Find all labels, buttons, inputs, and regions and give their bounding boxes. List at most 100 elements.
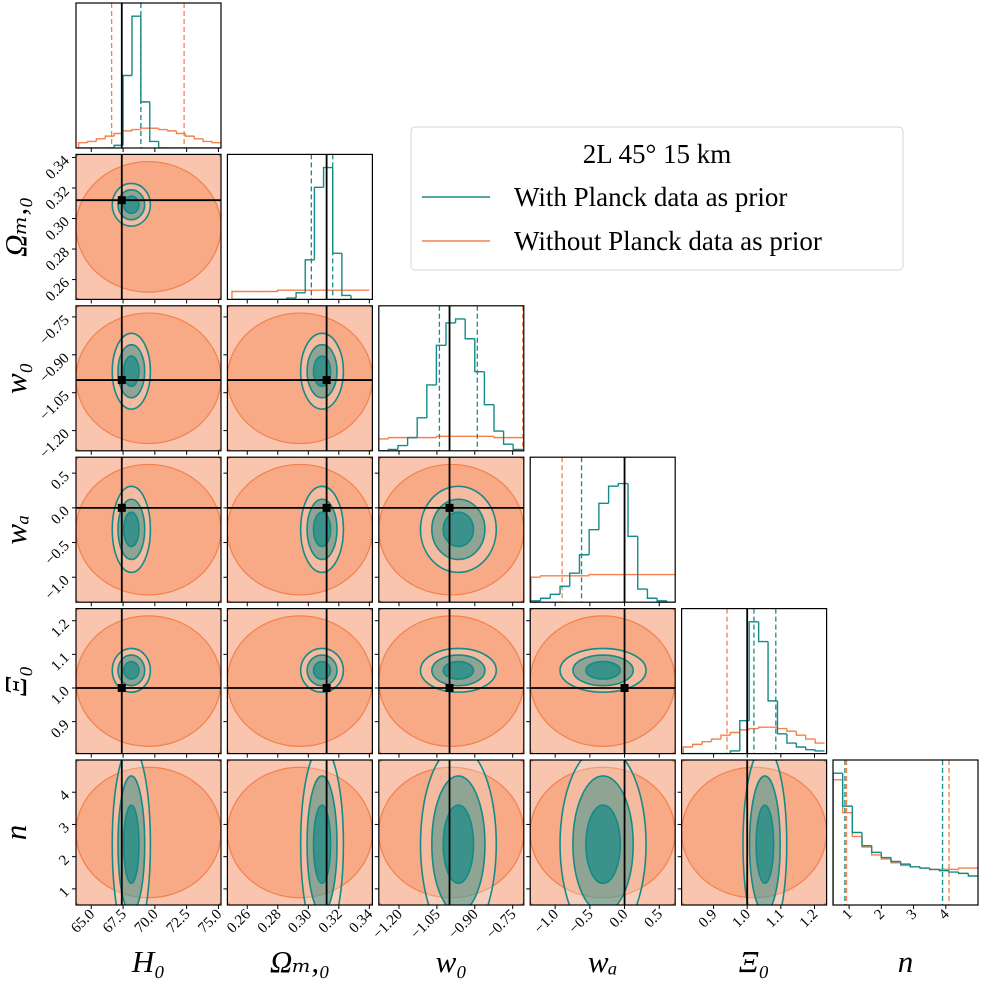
panel [529, 456, 676, 607]
histogram-step [795, 743, 806, 748]
truth-marker [117, 376, 126, 385]
y-tick-label: −0.75 [37, 312, 73, 348]
panel [374, 607, 525, 758]
x-tick-label: 4 [936, 906, 953, 923]
panel [526, 607, 676, 758]
histogram-step [851, 806, 862, 834]
histogram-step [149, 101, 159, 143]
x-tick-label: 1 [839, 907, 856, 924]
panel-content [76, 154, 221, 300]
panel-content [76, 305, 221, 451]
panel-content [378, 305, 524, 451]
histogram-step [426, 384, 437, 418]
histogram-step [805, 747, 816, 751]
posterior-contour [530, 608, 676, 754]
x-axis-label: n [898, 944, 914, 979]
histogram-step [140, 16, 150, 103]
panel-content [227, 457, 373, 603]
x-tick-label: −1.05 [408, 907, 444, 943]
posterior-contour [122, 355, 140, 388]
histogram-step [870, 847, 882, 856]
panel: 0.9 1.0 1.1 1.2 [48, 607, 222, 758]
histogram-step [870, 845, 882, 853]
panel: −1.0 −0.5 0.0 0.5 [42, 456, 222, 607]
histogram-step [211, 141, 221, 144]
histogram-step [569, 572, 580, 587]
x-tick-label: 0.32 [316, 907, 346, 937]
histogram-step [739, 719, 750, 751]
truth-marker [322, 376, 331, 385]
y-tick-label: 0.28 [43, 245, 73, 275]
histogram-step [104, 135, 115, 139]
panel-frame [75, 2, 222, 149]
panel-frame [529, 759, 676, 906]
histogram-step [607, 485, 619, 504]
histogram-step [767, 641, 778, 702]
panel: 0.260.280.300.320.34 [43, 153, 222, 305]
panel-content [682, 608, 825, 754]
histogram-step [646, 589, 658, 599]
panel: −1.20−1.05−0.90−0.75 [370, 759, 525, 943]
histogram-step [435, 344, 446, 385]
histogram-step [493, 436, 504, 439]
y-tick-label: 4 [56, 787, 73, 804]
legend-label: Without Planck data as prior [514, 226, 822, 256]
posterior-contour [530, 608, 676, 754]
histogram-step [113, 144, 124, 148]
y-tick-label: 0.0 [48, 503, 73, 528]
panel-frame [832, 759, 979, 906]
histogram-step [193, 136, 204, 140]
panel-frame [378, 759, 525, 906]
posterior-contour [681, 766, 827, 899]
x-tick-label: 70.0 [132, 907, 162, 937]
histogram-step [445, 322, 456, 346]
x-tick-label: 72.5 [164, 907, 194, 937]
truth-marker [445, 503, 454, 512]
x-tick-label: 0.26 [224, 906, 254, 936]
panel [226, 153, 373, 304]
y-tick-label: 3 [56, 820, 73, 837]
histogram-step [502, 431, 514, 445]
histogram-step [131, 128, 141, 131]
x-tick-label: −1.0 [531, 907, 562, 938]
histogram-step [350, 295, 361, 300]
posterior-contour [227, 615, 373, 747]
posterior-contour [76, 161, 221, 293]
y-tick-label: 1.2 [48, 616, 73, 641]
x-tick-label: 65.0 [68, 907, 98, 937]
histogram-step [720, 734, 731, 740]
posterior-contour [585, 804, 622, 885]
histogram-step [841, 779, 853, 814]
histogram-step [682, 746, 693, 754]
posterior-contour [681, 760, 827, 905]
posterior-contour [681, 760, 827, 905]
histogram-step [701, 741, 712, 745]
x-tick-label: 0.0 [607, 907, 632, 932]
histogram-step [113, 132, 124, 137]
panel-content [227, 608, 373, 754]
histogram-step [909, 864, 920, 868]
y-tick-label: 1 [56, 884, 73, 901]
truth-marker [117, 196, 126, 205]
histogram-step [166, 129, 177, 132]
x-tick-label: 1.2 [797, 907, 822, 932]
truth-marker [117, 683, 126, 692]
truth-marker [322, 683, 331, 692]
panel-content [378, 760, 524, 905]
panel-frame [75, 759, 222, 906]
x-axis-label: Ξ₀ [739, 944, 770, 979]
histogram-step [95, 138, 106, 142]
histogram-step [617, 482, 629, 487]
panel [223, 305, 373, 455]
histogram-step [786, 728, 797, 732]
panel [680, 607, 828, 758]
histogram-step [493, 404, 504, 432]
panel [374, 456, 525, 607]
histogram-step [474, 338, 485, 373]
x-tick-label: 75.0 [195, 907, 225, 937]
panel [223, 456, 373, 607]
y-tick-label: 0.32 [43, 183, 73, 213]
